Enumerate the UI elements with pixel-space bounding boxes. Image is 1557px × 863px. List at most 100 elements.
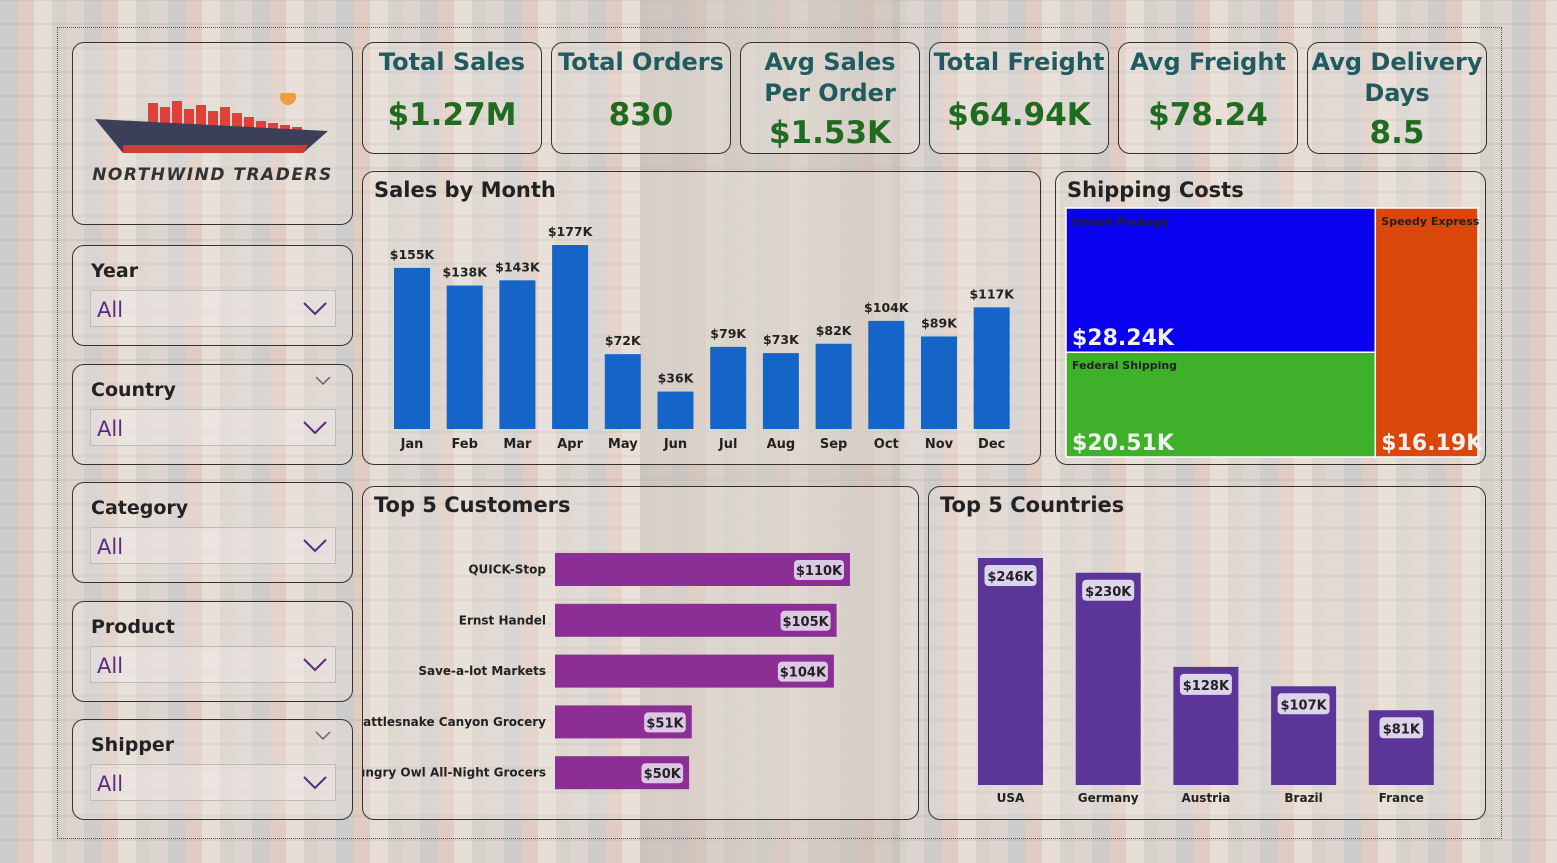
chevron-down-icon[interactable] bbox=[314, 373, 332, 387]
sales-by-month-chart: $155K Jan $138K Feb $143K Mar $177K Apr $72K May $… bbox=[390, 224, 1015, 452]
logo-card: NORTHWIND TRADERS bbox=[72, 42, 353, 225]
kpi-label-line-1: Avg Delivery bbox=[1311, 48, 1483, 76]
slicer-title: Shipper bbox=[91, 734, 175, 756]
slicer-country[interactable]: Country All bbox=[72, 364, 353, 465]
month-bar-value-label: $143K bbox=[495, 259, 541, 274]
country-value-label: $128K bbox=[1183, 679, 1230, 694]
panel-title: Sales by Month bbox=[374, 178, 556, 202]
month-bar bbox=[762, 353, 799, 429]
country-value-badge bbox=[1277, 693, 1330, 715]
kpi-avg-sales-per-order: Avg Sales Per Order $1.53K bbox=[740, 42, 920, 154]
customer-value-label: $50K bbox=[644, 767, 682, 782]
month-tick-label: Sep bbox=[820, 437, 848, 452]
month-bar-value-label: $138K bbox=[442, 265, 488, 280]
customer-name-label: Save-a-lot Markets bbox=[418, 664, 546, 678]
customer-value-label: $110K bbox=[796, 564, 843, 579]
top-countries-chart: $246K USA $230K Germany $128K Austria $107K Bra… bbox=[978, 558, 1434, 805]
month-tick-label: Nov bbox=[925, 437, 954, 452]
dropdown-value: All bbox=[97, 654, 124, 678]
chevron-down-icon[interactable] bbox=[301, 295, 329, 321]
chevron-down-icon[interactable] bbox=[314, 728, 332, 742]
month-tick-label: Oct bbox=[874, 437, 899, 452]
slicer-shipper[interactable]: Shipper All bbox=[72, 719, 353, 820]
kpi-total-freight: Total Freight $64.94K bbox=[929, 42, 1109, 154]
country-bar bbox=[1075, 572, 1141, 785]
kpi-avg-freight: Avg Freight $78.24 bbox=[1118, 42, 1298, 154]
kpi-label-line-2: Per Order bbox=[764, 79, 896, 107]
chevron-down-icon[interactable] bbox=[301, 414, 329, 440]
month-bar-value-label: $73K bbox=[763, 332, 800, 347]
slicer-category[interactable]: Category All bbox=[72, 482, 353, 583]
month-bar bbox=[657, 391, 694, 429]
year-dropdown[interactable]: All bbox=[90, 290, 336, 327]
dropdown-value: All bbox=[97, 417, 124, 441]
month-tick-label: Jun bbox=[663, 437, 687, 452]
treemap-tile bbox=[1065, 351, 1377, 458]
customer-name-label: Rattlesnake Canyon Grocery bbox=[363, 715, 546, 729]
treemap-tile-name: United Package bbox=[1072, 215, 1169, 228]
product-dropdown[interactable]: All bbox=[90, 646, 336, 683]
chevron-down-icon[interactable] bbox=[301, 532, 329, 558]
chevron-down-icon[interactable] bbox=[301, 769, 329, 795]
month-tick-label: Aug bbox=[767, 437, 796, 452]
treemap-tile-value: $20.51K bbox=[1072, 431, 1175, 456]
country-bar bbox=[978, 558, 1043, 785]
month-bar-value-label: $177K bbox=[548, 224, 594, 239]
month-bar bbox=[499, 280, 536, 429]
country-dropdown[interactable]: All bbox=[90, 409, 336, 446]
top-customers-panel: Top 5 Customers QUICK-Stop $110K Ernst Han… bbox=[362, 486, 919, 820]
slicer-product[interactable]: Product All bbox=[72, 601, 353, 702]
month-bar bbox=[604, 354, 641, 429]
chevron-down-icon[interactable] bbox=[301, 651, 329, 677]
country-value-badge bbox=[1379, 717, 1424, 739]
treemap-tile bbox=[1374, 207, 1479, 458]
month-bar bbox=[815, 343, 852, 429]
shipper-dropdown[interactable]: All bbox=[90, 764, 336, 801]
customer-value-label: $105K bbox=[782, 615, 829, 630]
kpi-label: Total Freight bbox=[933, 48, 1105, 76]
ship-logo-icon bbox=[95, 93, 328, 153]
treemap-tile-value: $28.24K bbox=[1072, 326, 1175, 351]
treemap-tile-value: $16.19K bbox=[1381, 431, 1484, 456]
month-bar bbox=[446, 285, 483, 429]
month-tick-label: Mar bbox=[503, 437, 532, 452]
country-tick-label: Brazil bbox=[1284, 791, 1322, 805]
sales-by-month-panel: Sales by Month $155K Jan $138K Feb $143K Mar $… bbox=[362, 171, 1041, 465]
country-value-badge bbox=[1179, 673, 1232, 695]
treemap-tile-name: Speedy Express bbox=[1381, 215, 1480, 228]
kpi-value: $78.24 bbox=[1148, 97, 1268, 133]
month-bar bbox=[394, 267, 430, 429]
panel-title: Top 5 Countries bbox=[940, 493, 1125, 517]
month-bar-value-label: $117K bbox=[969, 286, 1015, 301]
kpi-label: Total Orders bbox=[558, 48, 724, 76]
kpi-value: $1.53K bbox=[768, 115, 892, 151]
kpi-label: Avg Freight bbox=[1130, 48, 1286, 76]
kpi-label-line-2: Days bbox=[1364, 79, 1430, 107]
kpi-value: $64.94K bbox=[947, 97, 1091, 133]
month-bar bbox=[973, 307, 1010, 429]
month-tick-label: Apr bbox=[557, 437, 583, 452]
treemap-tile-name: Federal Shipping bbox=[1072, 359, 1177, 372]
customer-value-label: $104K bbox=[780, 666, 827, 681]
month-bar bbox=[552, 245, 589, 429]
month-tick-label: Jan bbox=[400, 437, 424, 452]
slicer-year[interactable]: Year All bbox=[72, 245, 353, 346]
month-bar-value-label: $155K bbox=[390, 247, 436, 262]
month-bar-value-label: $82K bbox=[816, 323, 853, 338]
top-customers-chart: QUICK-Stop $110K Ernst Handel $105K Save-a-l… bbox=[363, 553, 850, 790]
panel-title: Top 5 Customers bbox=[374, 493, 571, 517]
customer-value-badge bbox=[641, 763, 684, 784]
slicer-title: Category bbox=[91, 497, 189, 519]
customer-value-label: $51K bbox=[646, 716, 684, 731]
kpi-total-sales: Total Sales $1.27M bbox=[362, 42, 542, 154]
kpi-avg-delivery-days: Avg Delivery Days 8.5 bbox=[1307, 42, 1487, 154]
month-bar-value-label: $36K bbox=[658, 371, 695, 386]
country-value-label: $230K bbox=[1085, 585, 1132, 600]
month-tick-label: Dec bbox=[978, 437, 1005, 452]
dropdown-value: All bbox=[97, 298, 124, 322]
kpi-value: 8.5 bbox=[1369, 115, 1425, 151]
month-tick-label: Feb bbox=[451, 437, 477, 452]
panel-title: Shipping Costs bbox=[1067, 178, 1244, 202]
category-dropdown[interactable]: All bbox=[90, 527, 336, 564]
month-bar-value-label: $104K bbox=[864, 300, 910, 315]
